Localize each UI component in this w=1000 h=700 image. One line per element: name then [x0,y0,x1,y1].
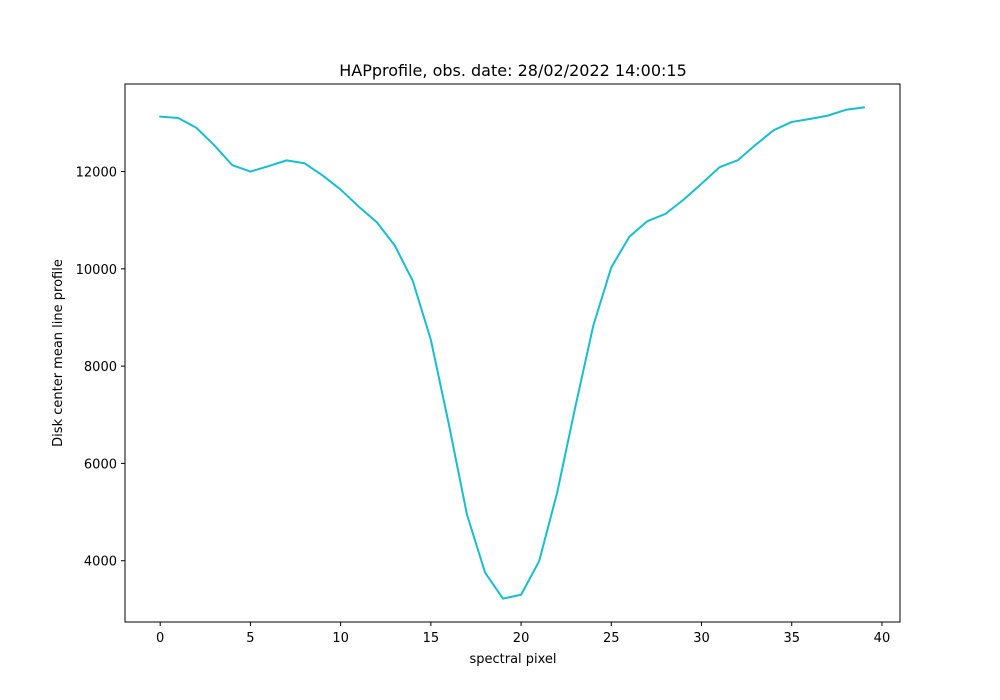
x-tick-label: 0 [156,631,164,646]
axes-frame [124,83,901,623]
y-tick-label: 4000 [84,555,117,570]
x-tick-label: 20 [513,631,530,646]
x-tick-label: 30 [693,631,710,646]
y-tick-label: 8000 [84,360,117,375]
x-axis-ticks: 0 5 10 15 20 25 30 35 40 [156,622,890,646]
x-tick-label: 5 [246,631,254,646]
y-tick-label: 10000 [76,263,117,278]
series-line-0 [159,106,866,600]
x-tick-label: 35 [783,631,800,646]
x-tick-label: 10 [332,631,349,646]
x-tick-label: 40 [874,631,891,646]
x-tick-label: 15 [423,631,440,646]
y-tick-label: 6000 [84,457,117,472]
y-axis-ticks: 4000 6000 8000 10000 12000 [76,166,125,570]
x-axis-title: spectral pixel [469,652,556,667]
x-tick-label: 25 [603,631,620,646]
y-tick-label: 12000 [76,166,117,181]
y-axis-title: Disk center mean line profile [51,259,66,447]
chart-title: HAPprofile, obs. date: 28/02/2022 14:00:… [339,61,687,80]
plot-area [159,106,866,600]
